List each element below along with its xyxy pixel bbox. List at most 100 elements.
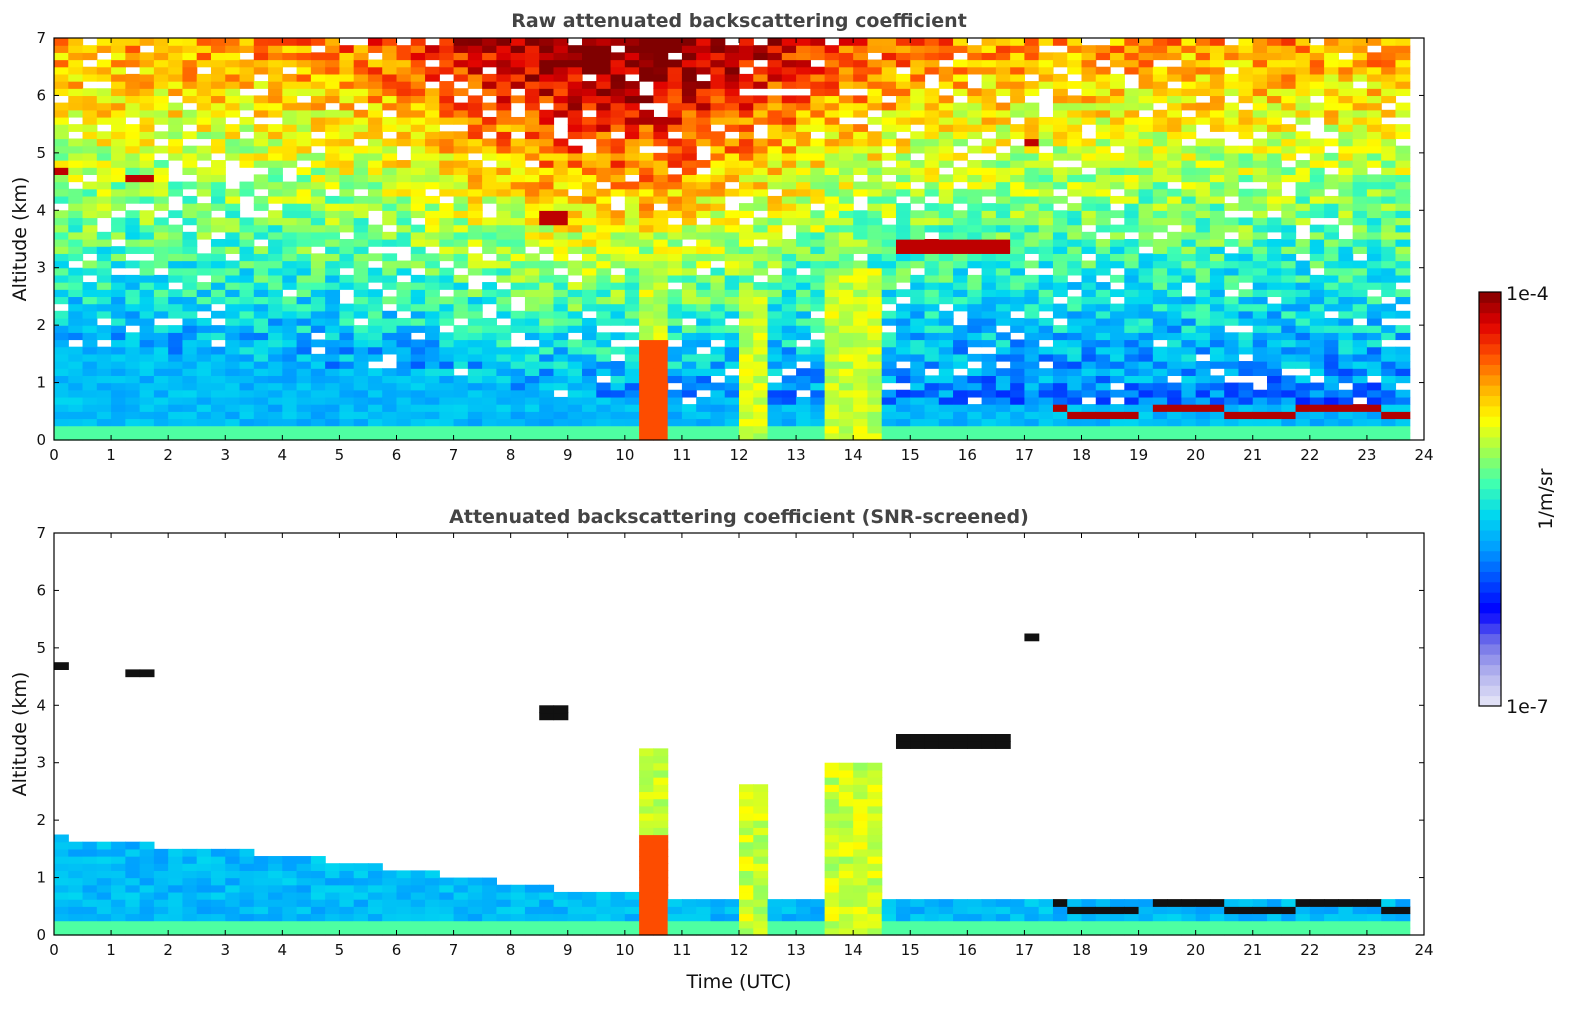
- heatmap-cell: [953, 38, 968, 46]
- heatmap-cell: [482, 282, 497, 290]
- heatmap-cell: [1324, 45, 1339, 53]
- heatmap-cell: [239, 425, 255, 434]
- heatmap-cell: [296, 425, 312, 434]
- heatmap-cell: [453, 418, 469, 427]
- heatmap-cell: [182, 195, 198, 204]
- heatmap-cell: [667, 317, 683, 326]
- heatmap-cell: [153, 88, 169, 97]
- heatmap-cell: [1067, 253, 1083, 262]
- heatmap-cell: [1167, 368, 1182, 376]
- heatmap-cell: [1309, 66, 1325, 75]
- heatmap-cell: [339, 332, 355, 341]
- heatmap-cell: [382, 411, 398, 420]
- heatmap-cell: [767, 203, 783, 211]
- heatmap-cell: [995, 231, 1011, 240]
- heatmap-cell: [981, 181, 997, 190]
- heatmap-cell: [1152, 310, 1168, 319]
- heatmap-cell: [724, 303, 740, 312]
- heatmap-cell: [1252, 81, 1268, 89]
- heatmap-cell: [1209, 167, 1225, 175]
- heatmap-cell: [1238, 239, 1254, 247]
- heatmap-cell: [453, 274, 469, 283]
- heatmap-cell: [639, 124, 654, 132]
- heatmap-cell: [282, 73, 298, 82]
- heatmap-cell: [767, 224, 783, 233]
- heatmap-cell: [396, 282, 412, 290]
- heatmap-cell: [1195, 346, 1211, 355]
- heatmap-cell: [1281, 81, 1297, 89]
- heatmap-cell: [153, 296, 169, 305]
- heatmap-cell: [1324, 246, 1339, 254]
- heatmap-cell: [239, 188, 255, 197]
- heatmap-cell: [111, 368, 126, 376]
- heatmap-cell: [1081, 239, 1097, 247]
- heatmap-cell: [111, 274, 126, 283]
- heatmap-cell: [838, 45, 854, 53]
- heatmap-cell: [1238, 296, 1254, 305]
- heatmap-cell: [553, 224, 569, 233]
- heatmap-cell: [453, 339, 469, 348]
- heatmap-cell: [981, 432, 997, 441]
- heatmap-cell: [567, 66, 583, 75]
- heatmap-cell: [753, 66, 769, 75]
- heatmap-cell: [981, 339, 997, 348]
- heatmap-cell: [1267, 152, 1282, 161]
- heatmap-cell: [810, 353, 826, 362]
- heatmap-cell: [1010, 260, 1026, 269]
- heatmap-cell: [1067, 59, 1083, 68]
- heatmap-cell: [724, 310, 740, 319]
- heatmap-cell: [467, 160, 483, 168]
- heatmap-cell: [1295, 59, 1311, 68]
- heatmap-cell: [681, 411, 697, 420]
- heatmap-cell: [1209, 52, 1225, 61]
- heatmap-cell: [553, 59, 569, 68]
- heatmap-cell: [938, 239, 954, 247]
- heatmap-cell: [1352, 88, 1368, 97]
- heatmap-cell: [753, 138, 769, 147]
- heatmap-cell: [1167, 289, 1182, 298]
- heatmap-cell: [681, 353, 697, 362]
- heatmap-cell: [1309, 282, 1325, 290]
- heatmap-cell: [396, 81, 412, 89]
- heatmap-cell: [1067, 339, 1083, 348]
- heatmap-cell: [867, 181, 883, 190]
- heatmap-cell: [582, 152, 597, 161]
- heatmap-cell: [467, 339, 483, 348]
- heatmap-cell: [639, 203, 654, 211]
- heatmap-cell: [496, 109, 512, 118]
- heatmap-cell: [724, 188, 740, 197]
- heatmap-cell: [1209, 432, 1225, 441]
- heatmap-cell: [1295, 310, 1311, 319]
- heatmap-cell: [1095, 109, 1111, 118]
- heatmap-cell: [753, 203, 769, 211]
- heatmap-cell: [639, 174, 654, 183]
- heatmap-cell: [696, 231, 712, 240]
- heatmap-cell: [310, 317, 326, 326]
- heatmap-cell: [596, 66, 612, 75]
- heatmap-cell: [1010, 102, 1026, 111]
- heatmap-cell: [853, 346, 869, 355]
- heatmap-cell: [624, 353, 640, 362]
- heatmap-cell: [68, 217, 84, 226]
- heatmap-cell: [924, 260, 940, 269]
- heatmap-cell: [1195, 361, 1211, 369]
- heatmap-cell: [54, 913, 69, 922]
- heatmap-cell: [111, 920, 126, 929]
- heatmap-cell: [639, 131, 654, 140]
- heatmap-cell: [153, 418, 169, 427]
- heatmap-cell: [410, 138, 426, 147]
- heatmap-cell: [1010, 267, 1026, 276]
- heatmap-cell: [1081, 432, 1097, 441]
- heatmap-cell: [268, 152, 283, 161]
- heatmap-cell: [867, 224, 883, 233]
- heatmap-cell: [582, 217, 597, 226]
- heatmap-cell: [524, 152, 540, 161]
- heatmap-cell: [696, 303, 712, 312]
- heatmap-cell: [410, 310, 426, 319]
- heatmap-cell: [881, 231, 897, 240]
- heatmap-cell: [1324, 296, 1339, 305]
- heatmap-cell: [139, 303, 155, 312]
- heatmap-cell: [567, 95, 583, 104]
- heatmap-cell: [1252, 361, 1268, 369]
- heatmap-cell: [1167, 267, 1182, 276]
